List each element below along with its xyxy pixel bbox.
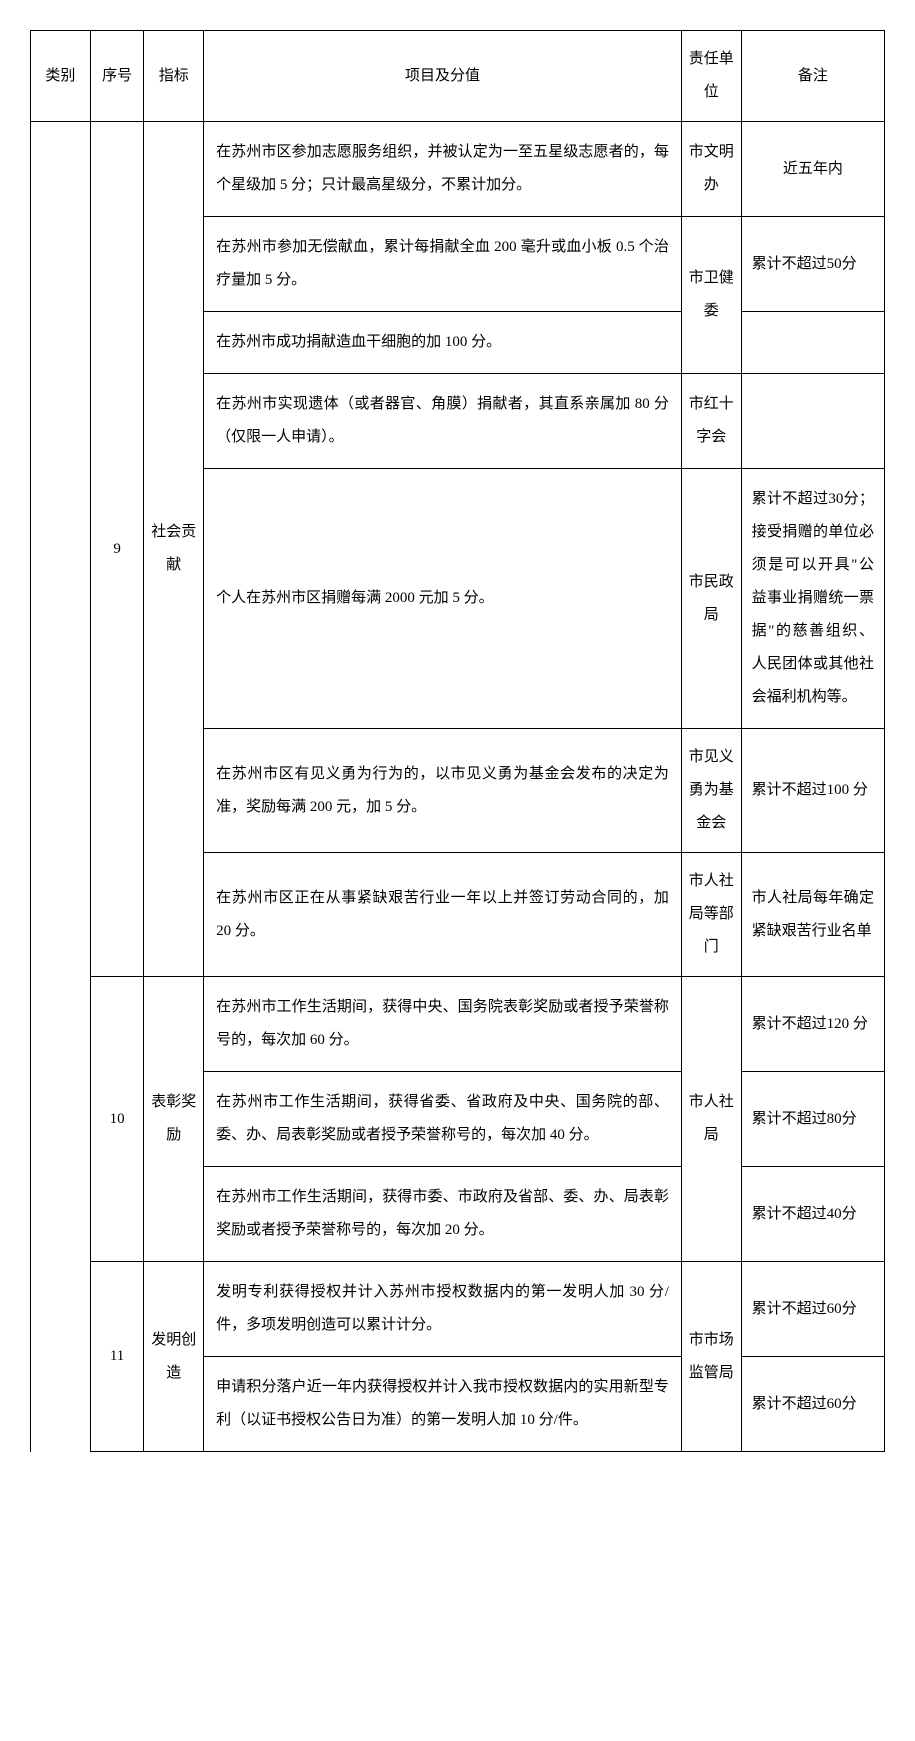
indicator-cell: 发明创造 xyxy=(144,1262,204,1452)
remark-cell: 市人社局每年确定紧缺艰苦行业名单 xyxy=(741,853,884,977)
project-cell: 申请积分落户近一年内获得授权并计入我市授权数据内的实用新型专利（以证书授权公告日… xyxy=(204,1357,682,1452)
project-cell: 在苏州市工作生活期间，获得省委、省政府及中央、国务院的部、委、办、局表彰奖励或者… xyxy=(204,1072,682,1167)
project-cell: 在苏州市参加无偿献血，累计每捐献全血 200 毫升或血小板 0.5 个治疗量加 … xyxy=(204,217,682,312)
seq-cell: 10 xyxy=(90,977,144,1262)
project-cell: 发明专利获得授权并计入苏州市授权数据内的第一发明人加 30 分/件，多项发明创造… xyxy=(204,1262,682,1357)
project-cell: 在苏州市工作生活期间，获得市委、市政府及省部、委、办、局表彰奖励或者授予荣誉称号… xyxy=(204,1167,682,1262)
unit-cell: 市见义勇为基金会 xyxy=(681,729,741,853)
header-category: 类别 xyxy=(31,31,91,122)
table-header-row: 类别 序号 指标 项目及分值 责任单位 备注 xyxy=(31,31,885,122)
project-cell: 在苏州市区参加志愿服务组织，并被认定为一至五星级志愿者的，每个星级加 5 分；只… xyxy=(204,122,682,217)
remark-cell: 累计不超过30分；接受捐赠的单位必须是可以开具"公益事业捐赠统一票据"的慈善组织… xyxy=(741,469,884,729)
scoring-table: 类别 序号 指标 项目及分值 责任单位 备注 9 社会贡献 在苏州市区参加志愿服… xyxy=(30,30,885,1452)
project-cell: 在苏州市区正在从事紧缺艰苦行业一年以上并签订劳动合同的，加 20 分。 xyxy=(204,853,682,977)
project-cell: 在苏州市成功捐献造血干细胞的加 100 分。 xyxy=(204,312,682,374)
unit-cell: 市红十字会 xyxy=(681,374,741,469)
header-remark: 备注 xyxy=(741,31,884,122)
seq-cell: 11 xyxy=(90,1262,144,1452)
remark-cell: 累计不超过40分 xyxy=(741,1167,884,1262)
remark-cell: 累计不超过60分 xyxy=(741,1357,884,1452)
table-row: 11 发明创造 发明专利获得授权并计入苏州市授权数据内的第一发明人加 30 分/… xyxy=(31,1262,885,1357)
remark-cell: 累计不超过80分 xyxy=(741,1072,884,1167)
table-row: 10 表彰奖励 在苏州市工作生活期间，获得中央、国务院表彰奖励或者授予荣誉称号的… xyxy=(31,977,885,1072)
indicator-cell: 社会贡献 xyxy=(144,122,204,977)
unit-cell: 市市场监管局 xyxy=(681,1262,741,1452)
remark-cell: 累计不超过50分 xyxy=(741,217,884,312)
remark-cell: 累计不超过120 分 xyxy=(741,977,884,1072)
project-cell: 在苏州市实现遗体（或者器官、角膜）捐献者，其直系亲属加 80 分（仅限一人申请）… xyxy=(204,374,682,469)
unit-cell: 市人社局 xyxy=(681,977,741,1262)
remark-cell xyxy=(741,312,884,374)
indicator-cell: 表彰奖励 xyxy=(144,977,204,1262)
header-unit: 责任单位 xyxy=(681,31,741,122)
remark-cell xyxy=(741,374,884,469)
table-row: 9 社会贡献 在苏州市区参加志愿服务组织，并被认定为一至五星级志愿者的，每个星级… xyxy=(31,122,885,217)
unit-cell: 市卫健委 xyxy=(681,217,741,374)
category-cell xyxy=(31,122,91,1452)
unit-cell: 市民政局 xyxy=(681,469,741,729)
remark-cell: 累计不超过60分 xyxy=(741,1262,884,1357)
header-indicator: 指标 xyxy=(144,31,204,122)
header-seq: 序号 xyxy=(90,31,144,122)
project-cell: 在苏州市区有见义勇为行为的，以市见义勇为基金会发布的决定为准，奖励每满 200 … xyxy=(204,729,682,853)
project-cell: 个人在苏州市区捐赠每满 2000 元加 5 分。 xyxy=(204,469,682,729)
unit-cell: 市人社局等部门 xyxy=(681,853,741,977)
seq-cell: 9 xyxy=(90,122,144,977)
project-cell: 在苏州市工作生活期间，获得中央、国务院表彰奖励或者授予荣誉称号的，每次加 60 … xyxy=(204,977,682,1072)
remark-cell: 累计不超过100 分 xyxy=(741,729,884,853)
unit-cell: 市文明办 xyxy=(681,122,741,217)
remark-cell: 近五年内 xyxy=(741,122,884,217)
header-project: 项目及分值 xyxy=(204,31,682,122)
